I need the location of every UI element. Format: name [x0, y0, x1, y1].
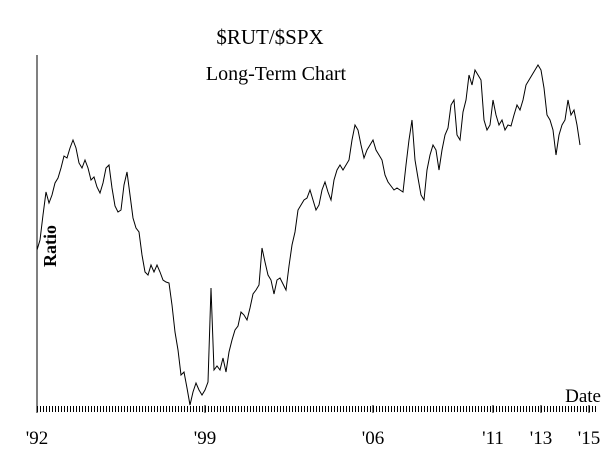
x-tick-label: '92	[26, 428, 48, 449]
x-tick-label: '15	[578, 428, 600, 449]
y-axis-label: Ratio	[40, 225, 60, 267]
chart-subtitle: Long-Term Chart	[206, 63, 347, 85]
x-tick-label: '06	[362, 428, 384, 449]
x-tick-label: '11	[482, 428, 504, 449]
x-tick-label: '13	[530, 428, 552, 449]
data-line	[36, 64, 581, 406]
chart-title: $RUT/$SPX	[216, 25, 323, 49]
x-axis-label: Date	[565, 386, 601, 407]
x-tick-label: '99	[194, 428, 216, 449]
